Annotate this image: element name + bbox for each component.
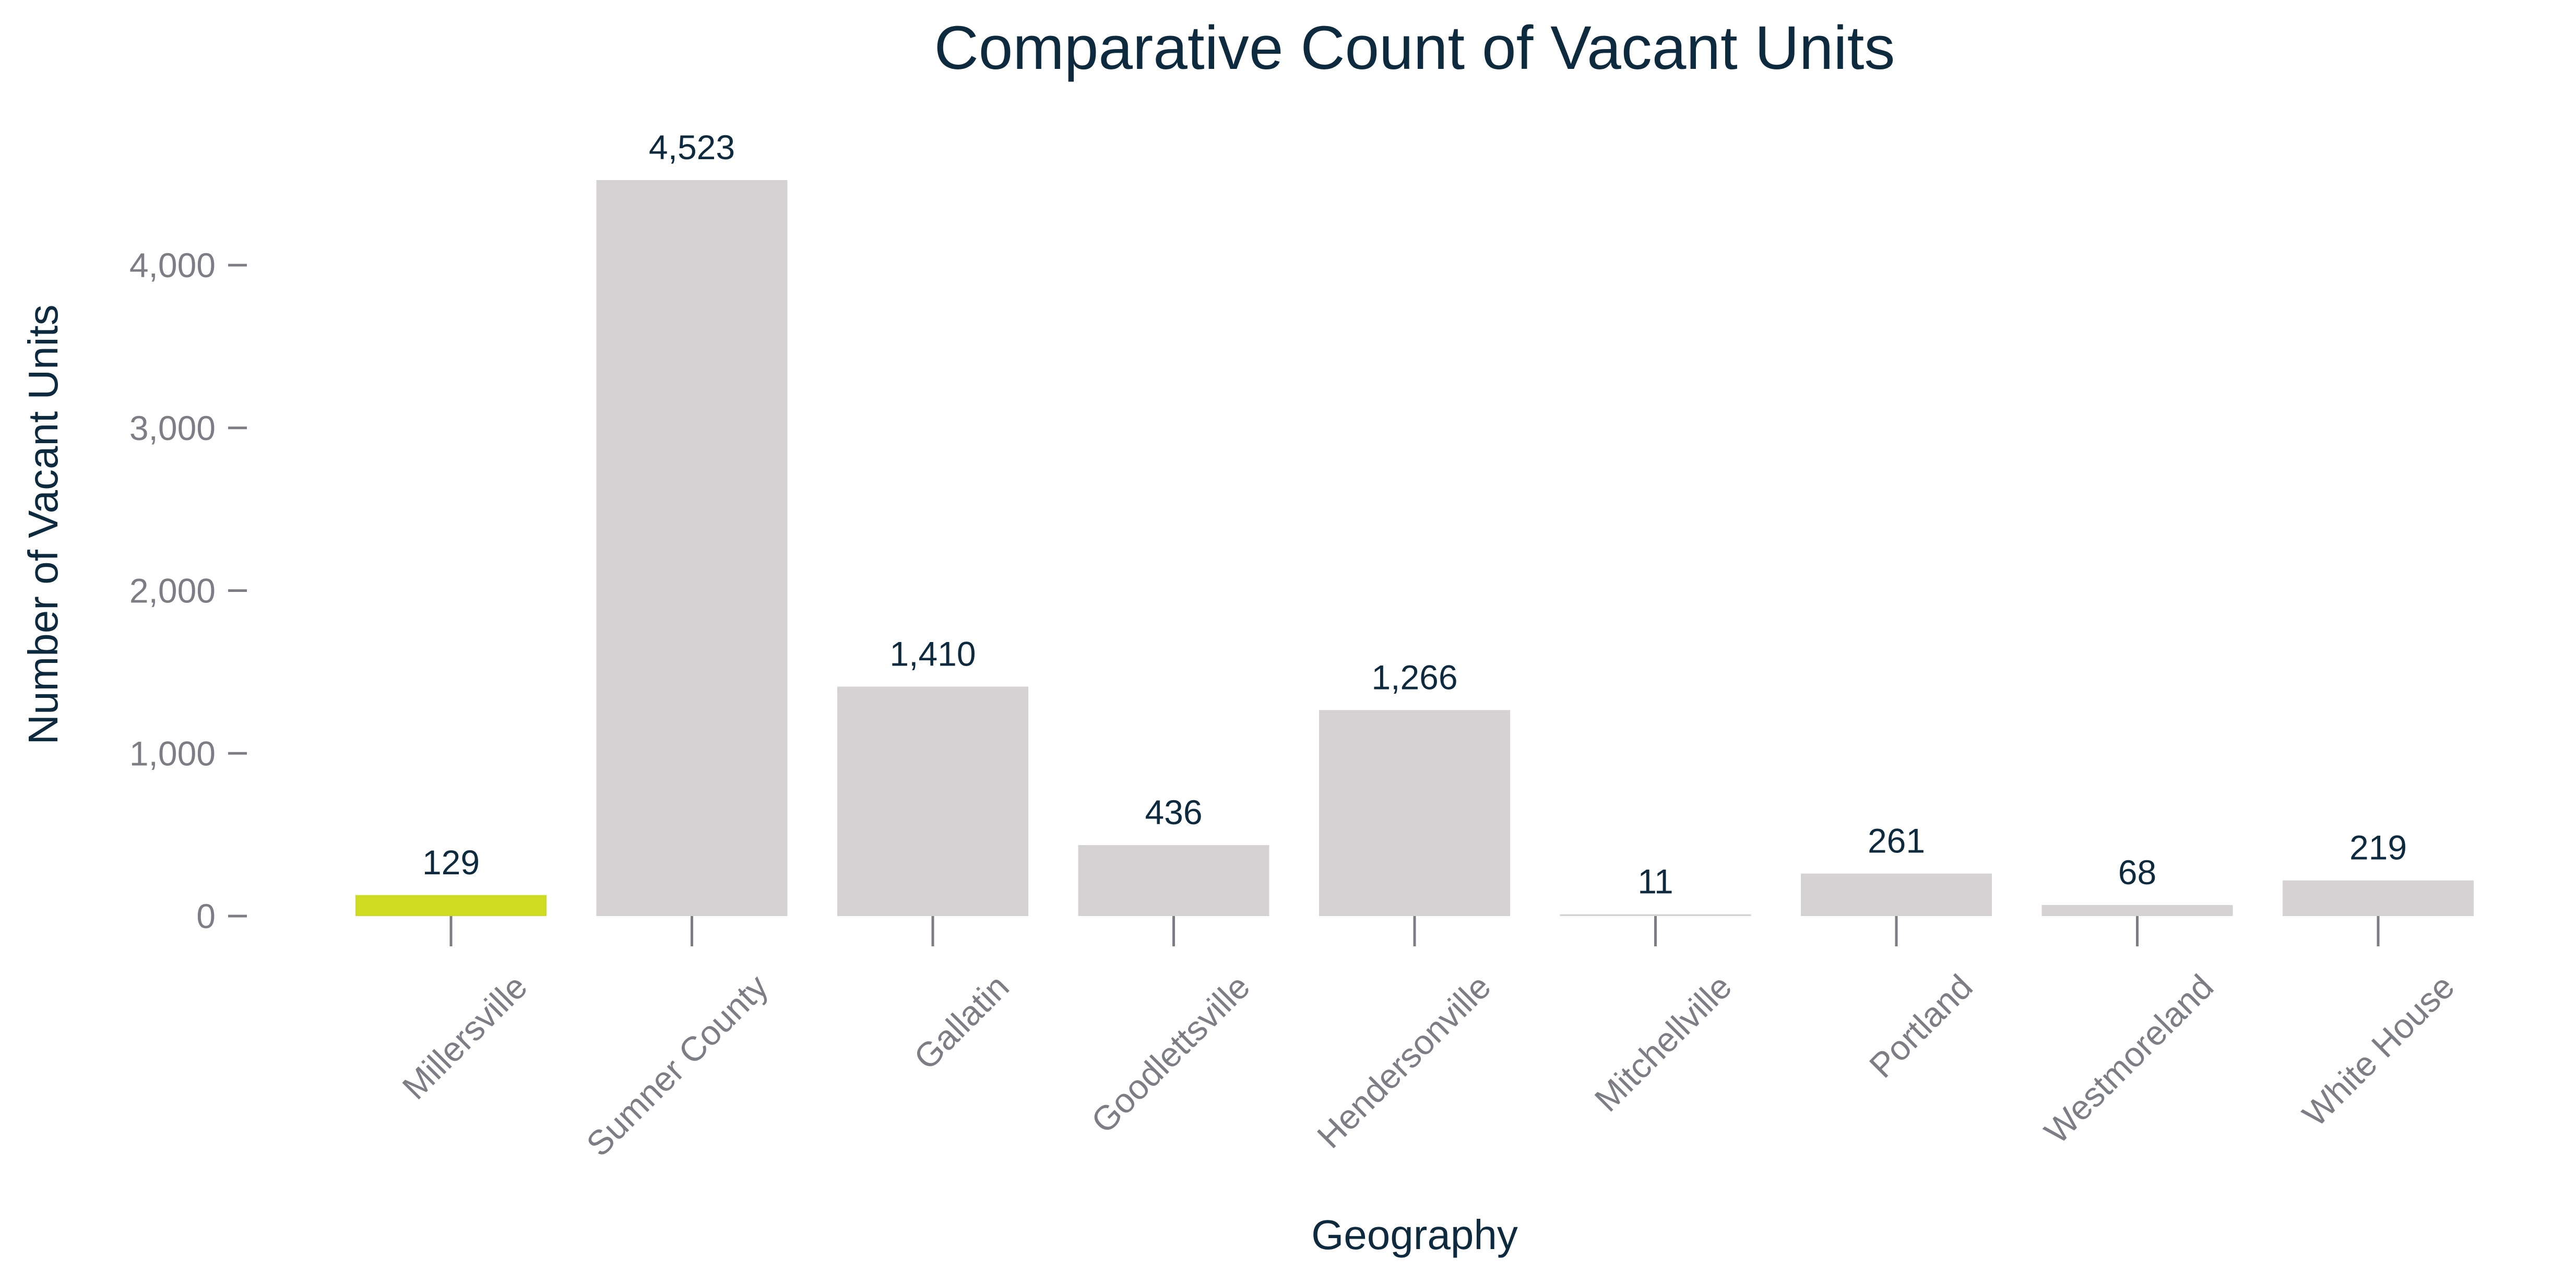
bar: [2283, 880, 2474, 916]
data-label: 261: [1868, 822, 1925, 860]
bar-series: [355, 180, 2474, 916]
bar: [596, 180, 788, 916]
data-label: 129: [422, 843, 480, 882]
y-tick-label: 4,000: [129, 246, 216, 284]
category-label: Hendersonville: [1310, 967, 1498, 1156]
category-label: Westmoreland: [2037, 967, 2221, 1151]
data-label: 436: [1145, 793, 1202, 832]
category-label: Portland: [1862, 967, 1980, 1085]
category-label: Millersville: [395, 967, 535, 1107]
data-label: 1,410: [889, 634, 976, 673]
category-label: Goodlettsville: [1084, 967, 1257, 1141]
x-axis-title: Geography: [1311, 1211, 1518, 1258]
category-label: Mitchellville: [1587, 967, 1739, 1119]
category-label: Sumner County: [579, 967, 776, 1164]
y-tick-label: 2,000: [129, 572, 216, 610]
category-label: Gallatin: [906, 967, 1016, 1077]
bar: [1078, 845, 1269, 916]
y-axis: 0 1,000 2,000 3,000 4,000: [129, 246, 247, 935]
data-label: 1,266: [1371, 658, 1457, 696]
bar: [1560, 914, 1751, 916]
data-labels: 129 4,523 1,410 436 1,266 11 261 68 219: [422, 128, 2407, 901]
bar: [1319, 710, 1510, 916]
category-label: White House: [2295, 967, 2461, 1134]
bar: [837, 686, 1028, 916]
x-axis: Millersville Sumner County Gallatin Goodlet…: [395, 916, 2462, 1163]
chart-title: Comparative Count of Vacant Units: [934, 14, 1895, 82]
bar: [2041, 905, 2233, 916]
bar: [1801, 873, 1992, 916]
y-axis-title: Number of Vacant Units: [20, 304, 66, 744]
bar: [355, 895, 547, 916]
y-tick-label: 0: [196, 897, 216, 935]
data-label: 68: [2118, 853, 2156, 892]
y-tick-label: 3,000: [129, 409, 216, 447]
data-label: 11: [1637, 862, 1673, 901]
data-label: 4,523: [649, 128, 735, 167]
y-tick-label: 1,000: [129, 734, 216, 773]
data-label: 219: [2349, 828, 2407, 867]
